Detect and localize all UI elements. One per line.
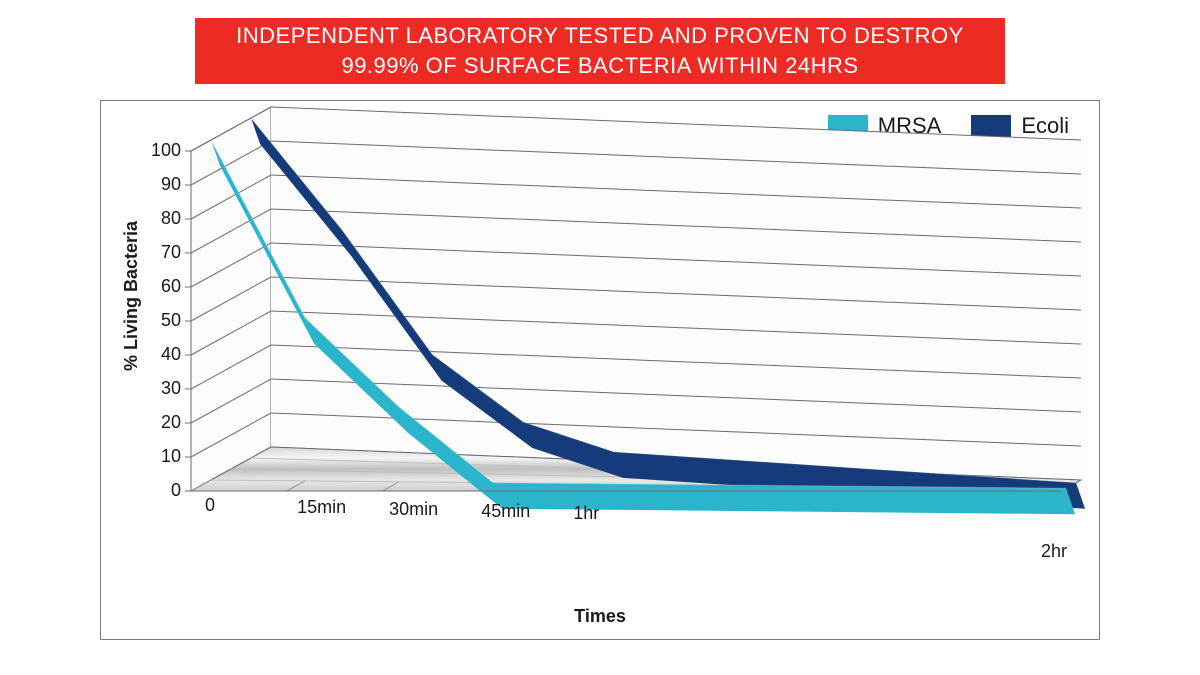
x-tick: 15min	[297, 497, 346, 518]
y-tick: 70	[141, 242, 181, 263]
y-tick: 30	[141, 378, 181, 399]
x-tick: 45min	[481, 501, 530, 522]
y-tick: 60	[141, 276, 181, 297]
y-tick: 20	[141, 412, 181, 433]
y-tick: 80	[141, 208, 181, 229]
page: INDEPENDENT LABORATORY TESTED AND PROVEN…	[0, 0, 1200, 675]
x-tick: 2hr	[1041, 541, 1067, 562]
y-tick: 90	[141, 174, 181, 195]
headline-text: INDEPENDENT LABORATORY TESTED AND PROVEN…	[215, 21, 985, 80]
y-axis-label: % Living Bacteria	[121, 221, 142, 371]
y-tick: 0	[141, 480, 181, 501]
y-tick: 10	[141, 446, 181, 467]
y-tick: 40	[141, 344, 181, 365]
y-tick: 50	[141, 310, 181, 331]
y-tick: 100	[141, 140, 181, 161]
chart-svg	[101, 101, 1101, 641]
x-axis-label: Times	[574, 606, 626, 627]
chart-frame: MRSA Ecoli % Living Bacteria Times 01020…	[100, 100, 1100, 640]
x-tick: 1hr	[573, 503, 599, 524]
x-tick: 0	[205, 495, 215, 516]
x-tick: 30min	[389, 499, 438, 520]
headline-banner: INDEPENDENT LABORATORY TESTED AND PROVEN…	[195, 18, 1005, 84]
